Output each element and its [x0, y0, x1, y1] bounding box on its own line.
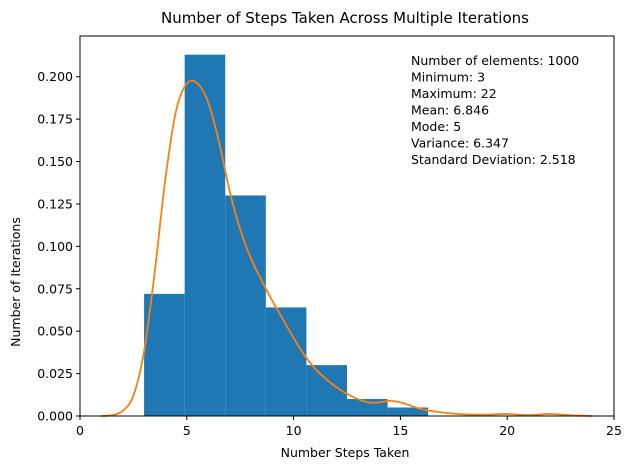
x-ticks: 0 5 10 15 20 25: [76, 416, 622, 438]
histogram-bar-1: [144, 293, 185, 416]
x-tick-label: 10: [286, 423, 302, 438]
x-tick-label: 5: [183, 423, 191, 438]
stats-line-4: Mean: 6.846: [411, 103, 489, 118]
y-tick-label: 0.200: [37, 69, 73, 84]
y-tick-label: 0.075: [37, 281, 73, 296]
x-tick-label: 20: [499, 423, 515, 438]
x-tick-label: 15: [392, 423, 408, 438]
stats-line-3: Maximum: 22: [411, 86, 497, 101]
kde-curve: [101, 79, 593, 417]
stats-line-5: Mode: 5: [411, 119, 461, 134]
y-tick-label: 0.050: [37, 324, 73, 339]
chart-title: Number of Steps Taken Across Multiple It…: [161, 9, 529, 27]
y-tick-label: 0.125: [37, 196, 73, 211]
y-ticks: 0.000 0.025 0.050 0.075 0.100 0.125 0.150 0.175…: [37, 69, 80, 424]
y-tick-label: 0.175: [37, 112, 73, 127]
stats-line-1: Number of elements: 1000: [411, 53, 579, 68]
histogram-bar-7: [387, 407, 429, 416]
y-tick-label: 0.100: [37, 239, 73, 254]
histogram-bar-3: [225, 195, 266, 416]
y-tick-label: 0.000: [37, 409, 73, 424]
plot-frame: [79, 35, 615, 417]
stats-line-6: Variance: 6.347: [411, 136, 509, 151]
x-axis-label: Number Steps Taken: [281, 445, 410, 460]
stats-line-7: Standard Deviation: 2.518: [411, 152, 576, 167]
y-axis-label: Number of Iterations: [8, 217, 23, 347]
stats-box: Number of elements: 1000 Minimum: 3Maximu…: [411, 53, 579, 167]
bars-group: [144, 54, 429, 417]
stats-line-2: Minimum: 3: [411, 70, 485, 85]
x-tick-label: 0: [76, 423, 84, 438]
histogram-bar-2: [184, 54, 226, 417]
y-tick-label: 0.150: [37, 154, 73, 169]
y-tick-label: 0.025: [37, 366, 73, 381]
x-tick-label: 25: [606, 423, 622, 438]
